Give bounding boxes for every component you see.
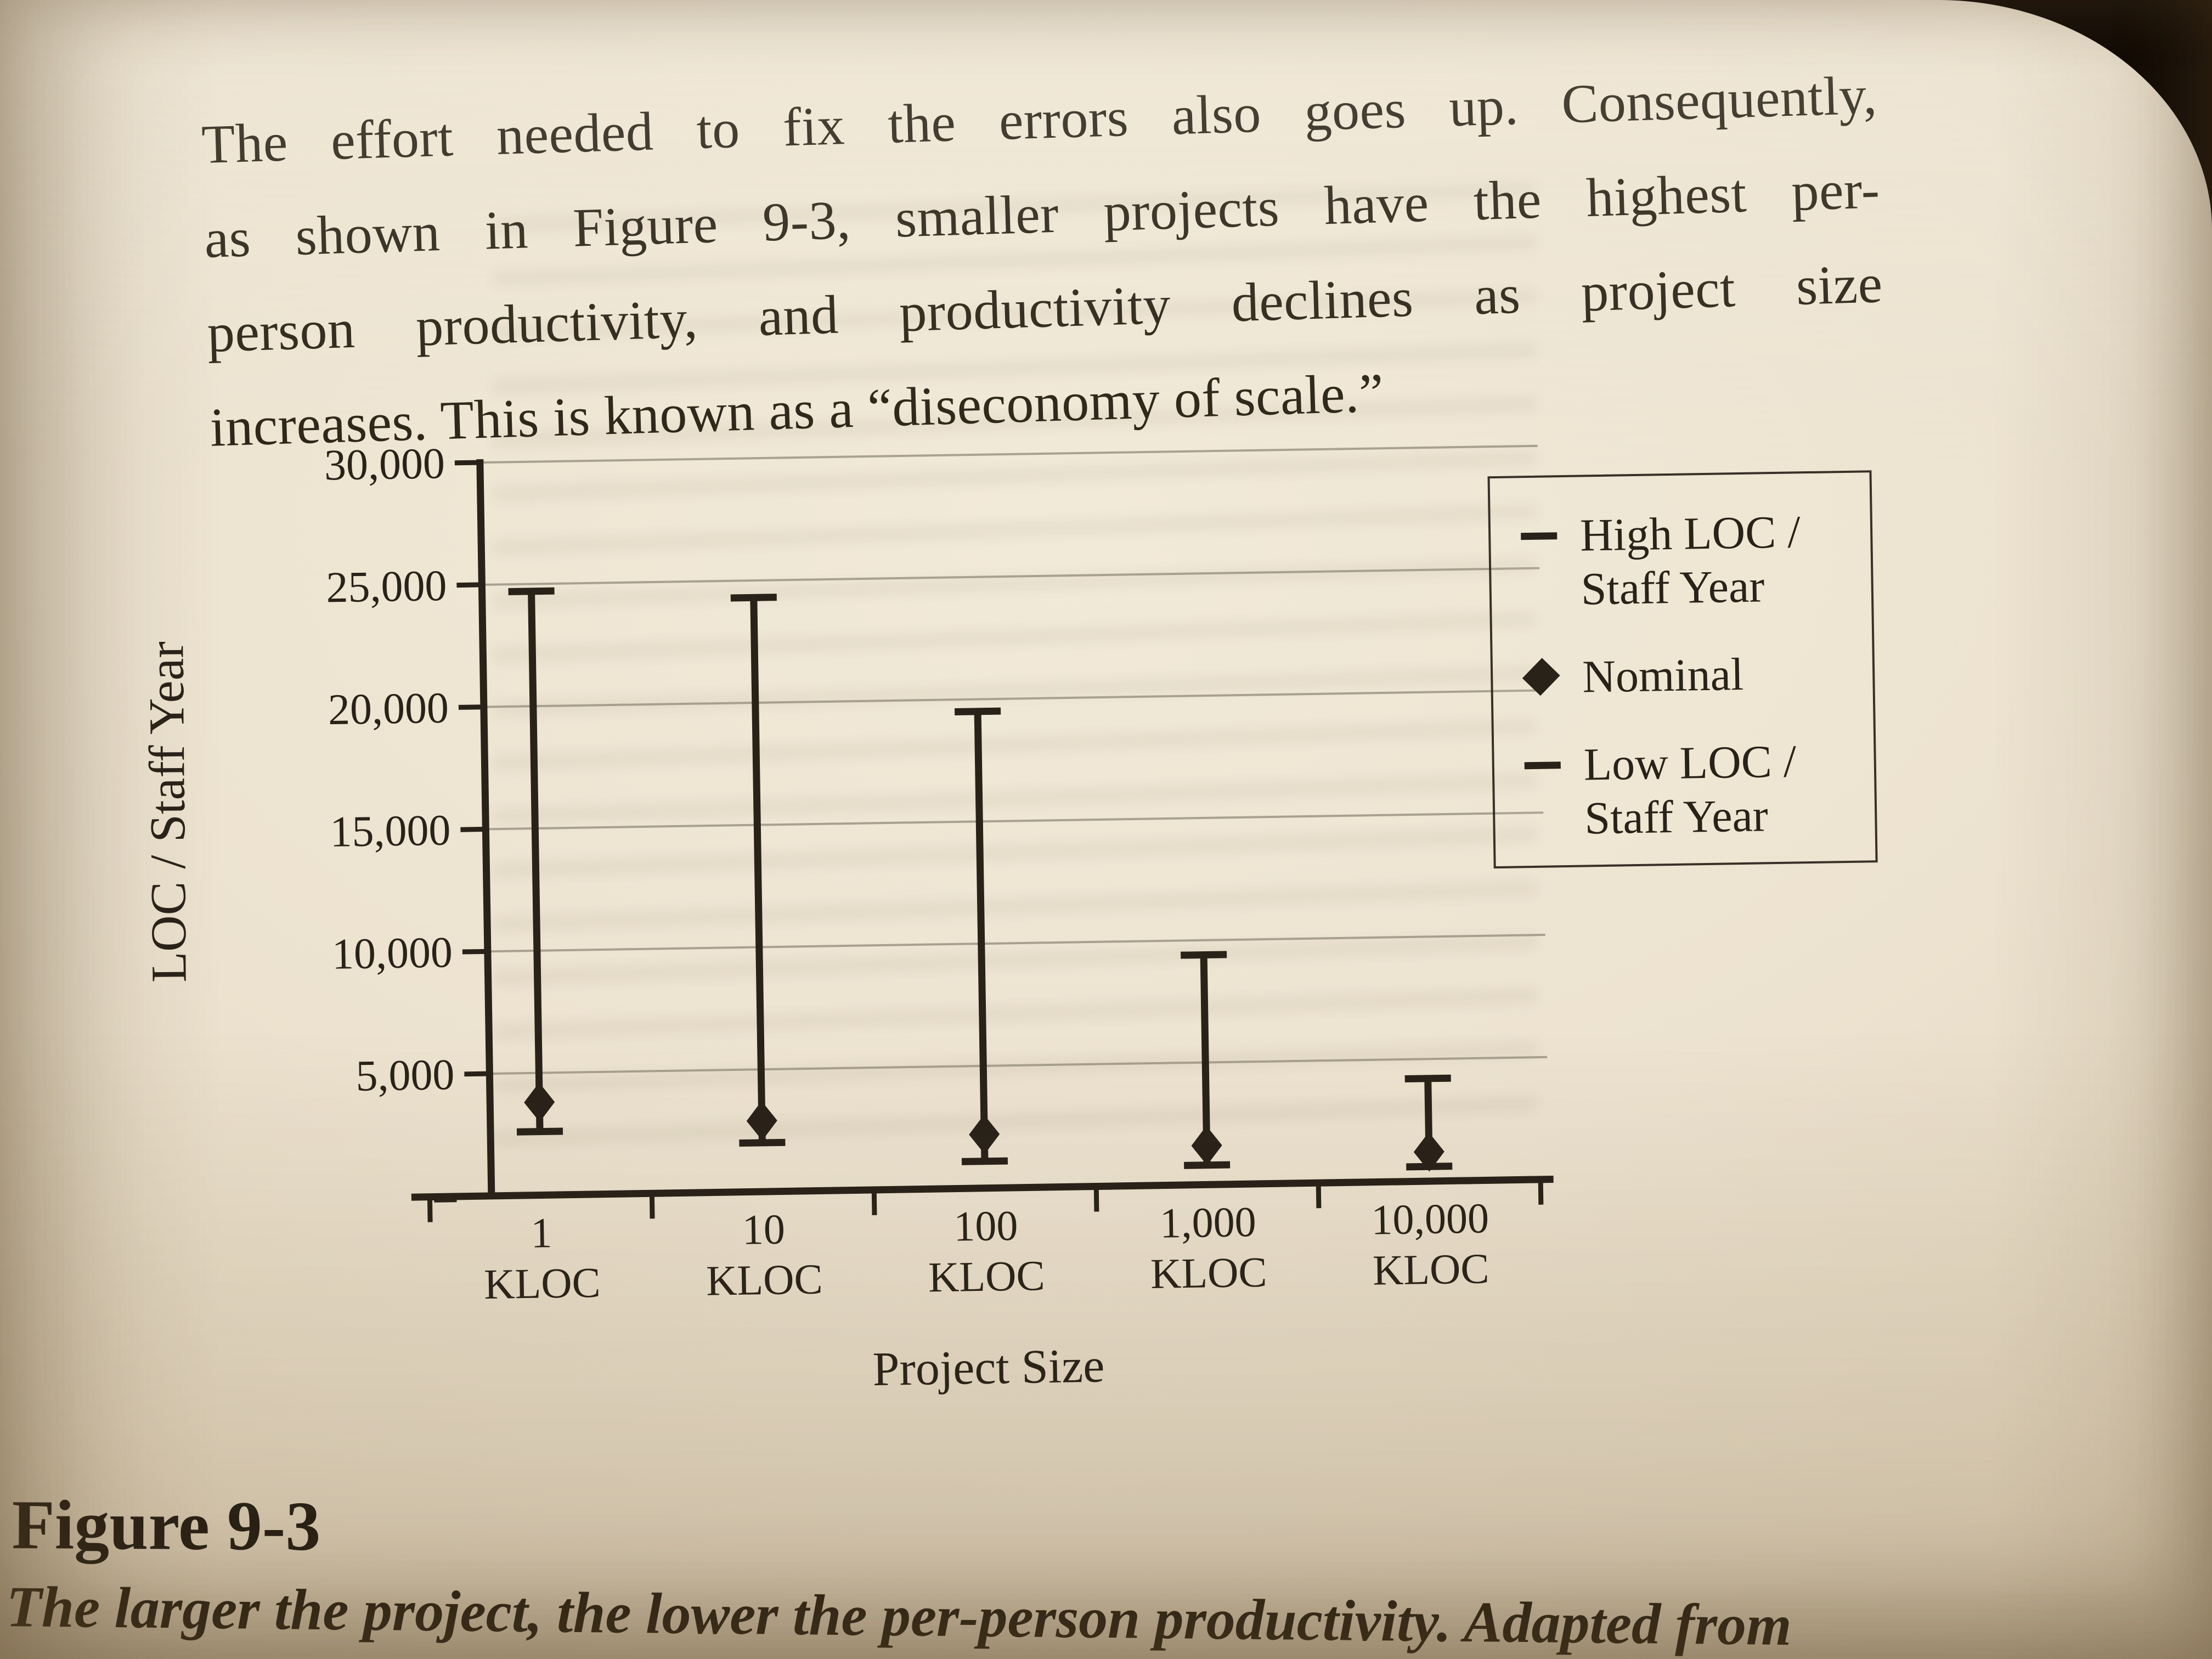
range-line — [528, 591, 544, 1132]
nominal-diamond-marker — [1413, 1132, 1444, 1172]
figure-chart: 30,00025,00020,00015,00010,0005,000–1KLO… — [307, 408, 1942, 1476]
low-cap-marker — [739, 1138, 786, 1147]
x-axis-category-label: KLOC — [1372, 1244, 1489, 1294]
x-axis-line — [411, 1175, 1554, 1201]
gridline — [489, 1056, 1548, 1075]
chart-legend: High LOC / Staff Year Nominal Low LOC / Staf… — [1487, 470, 1878, 869]
y-axis-tick-label: 20,000 — [328, 684, 449, 734]
dash-marker-icon — [1524, 738, 1564, 793]
x-axis-tick — [1093, 1186, 1099, 1212]
x-axis-category-label: 1,000 — [1159, 1198, 1256, 1247]
y-axis-tick-label: 15,000 — [330, 806, 451, 856]
legend-item: Low LOC / Staff Year — [1524, 734, 1864, 847]
y-axis-tick-label: 25,000 — [326, 562, 447, 612]
y-axis-tick-label: 10,000 — [331, 928, 453, 978]
x-axis-category-label: KLOC — [928, 1251, 1045, 1301]
range-line — [750, 597, 766, 1143]
y-axis-tick-label: 5,000 — [356, 1051, 455, 1101]
legend-item: High LOC / Staff Year — [1520, 505, 1860, 618]
x-axis-category-label: 1 — [531, 1209, 552, 1257]
y-axis-tick-label: 30,000 — [324, 439, 445, 489]
y-axis-tick — [454, 460, 478, 466]
x-axis-category-label: KLOC — [706, 1255, 823, 1304]
gridline — [483, 689, 1542, 708]
gridline — [487, 934, 1545, 953]
legend-label: High LOC / Staff Year — [1579, 506, 1801, 615]
figure-number-label: Figure 9-3 — [12, 1486, 321, 1565]
legend-label: Nominal — [1582, 648, 1744, 703]
high-cap-marker — [730, 594, 777, 602]
y-axis-tick — [458, 704, 482, 710]
y-axis-tick — [462, 949, 486, 955]
low-cap-marker — [516, 1127, 563, 1136]
high-cap-marker — [1404, 1074, 1451, 1083]
x-axis-category-label: KLOC — [484, 1259, 601, 1308]
x-axis-category-label: KLOC — [1150, 1248, 1267, 1297]
diamond-marker-icon — [1523, 651, 1562, 705]
legend-item: Nominal — [1523, 646, 1862, 706]
x-axis-category-label: 10,000 — [1371, 1194, 1489, 1243]
nominal-diamond-marker — [524, 1082, 555, 1122]
legend-label: Low LOC / Staff Year — [1583, 736, 1797, 844]
body-paragraph: The effort needed to fix the errors also… — [200, 48, 1887, 475]
figure-caption: The larger the project, the lower the pe… — [5, 1575, 1792, 1658]
x-axis-category-label: 10 — [742, 1205, 785, 1254]
high-cap-marker — [955, 707, 1001, 715]
x-axis-tick — [1316, 1183, 1322, 1209]
gridline — [486, 811, 1544, 831]
dash-marker-icon — [1520, 509, 1560, 563]
nominal-diamond-marker — [746, 1101, 777, 1141]
x-axis-category-label: 100 — [953, 1201, 1018, 1250]
range-line — [974, 711, 989, 1161]
range-chart-canvas: 30,00025,00020,00015,00010,0005,000–1KLO… — [324, 439, 1554, 1308]
gridline — [482, 567, 1540, 586]
gridline — [479, 444, 1538, 464]
nominal-diamond-marker — [1191, 1126, 1222, 1166]
y-axis-title: LOC / Staff Year — [138, 641, 197, 983]
y-axis-line — [476, 459, 495, 1199]
nominal-diamond-marker — [969, 1114, 1000, 1154]
